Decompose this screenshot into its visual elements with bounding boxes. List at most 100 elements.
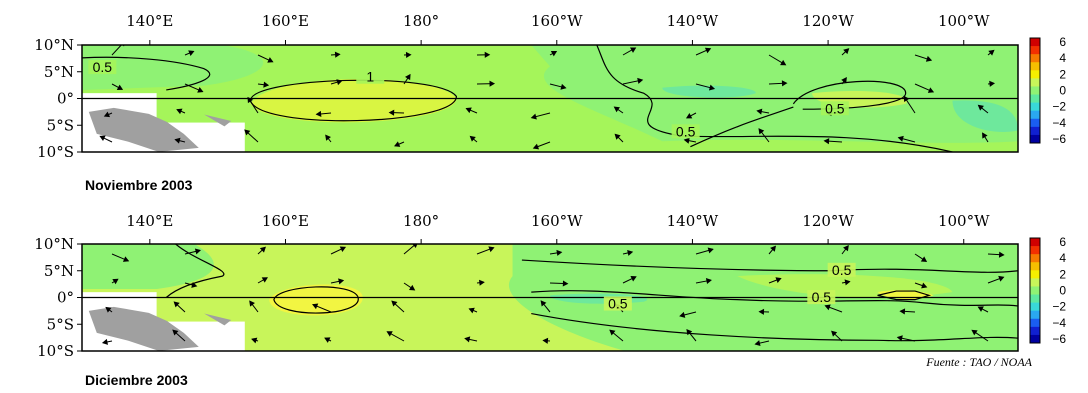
wind-vector-head [105,306,112,313]
wind-vector-head [613,106,620,113]
wind-vector-head [391,300,398,307]
wind-vector-head [977,306,984,312]
wind-vector-head [116,84,124,90]
x-tick-label: 160°E [262,212,309,230]
y-tick-label: 10°N [34,36,74,54]
wind-vector-head [925,55,933,62]
colorbar-segment [1030,238,1040,247]
colorbar-tick-label: 4 [1059,51,1066,65]
colorbar-segment [1030,118,1040,128]
wind-vector-head [112,278,119,285]
wind-vector-head [263,81,270,88]
contour-label-bg [603,296,632,311]
wind-vector-head [488,246,495,253]
wind-vector-head [251,337,258,344]
wind-vector-head [921,282,928,289]
y-tick-label: 5°S [47,315,74,333]
wind-vector-head [629,47,637,53]
wind-vector-head [103,111,111,118]
contour-label: 1 [366,69,374,85]
wind-vectors [99,45,996,150]
new-guinea-landmass [88,107,199,152]
wind-vector-head [386,331,393,337]
y-tick-label: 0° [57,90,74,108]
wind-vector-head [927,87,935,93]
dec-contour-west [166,244,224,298]
colorbar-tick-label: −2 [1052,300,1066,314]
dec-contour-east-loop [878,291,929,300]
new-guinea-landmass [88,306,199,351]
y-tick-label: 5°N [44,262,74,280]
wind-vector-head [530,113,537,120]
contour-label: 0.5 [832,262,852,278]
wind-vector-head [843,245,849,252]
colorbar-segment [1030,270,1040,279]
wind-vector-head [897,135,904,142]
colorbar-segment [1030,86,1040,96]
wind-vector-head [896,335,903,342]
wind-vector-head [249,300,255,307]
wind-vector-head [405,51,412,58]
x-tick-label: 180° [403,212,439,230]
wind-vector-head [267,57,274,63]
colorbar-segment [1030,94,1040,104]
wind-vector-head [637,77,644,84]
contour-label-bg [820,101,849,116]
contour-label: 0.5 [608,296,628,312]
wind-vector-head [336,79,343,86]
anomaly-field [82,244,1018,351]
wind-vector-head [484,51,491,58]
wind-vector-head [841,77,847,84]
colorbar-segment [1030,126,1040,136]
wind-vector-head [247,96,254,104]
colorbar-tick-label: −6 [1052,132,1066,146]
wind-vector-head [920,256,928,263]
wind-vector-head [988,49,995,56]
wind-vector-head [339,246,347,253]
wind-vector-head [197,86,204,93]
wind-vector-head [174,137,181,144]
contour-lines [166,244,1018,341]
contour-label: 0.5 [676,123,696,139]
colorbar-tick-label: 6 [1059,235,1066,249]
y-tick-label: 10°N [34,235,74,253]
nov-teal-edge [952,100,1018,132]
wind-vector-head [685,113,693,119]
colorbar-frame [1029,37,1041,144]
contour-label: 0.5 [812,289,832,305]
contour-label-bg [827,262,856,277]
colorbar: 6 4 2 0 −2 −4 −6 [1029,235,1066,346]
y-tick-label: 5°S [47,116,74,134]
colorbar-segment [1030,318,1040,328]
wind-vector-head [311,303,319,310]
wind-vector-head [758,128,765,135]
wind-vector-head [843,48,850,55]
panel-noviembre: 0.5 1 0.5 0.5 140°E 160°E 180° 160°W 140°W 120°W 1… [34,12,1066,161]
colorbar-segment [1030,254,1040,263]
wind-vectors [101,244,1005,347]
nov-green-east [531,45,1018,143]
colorbar-segment [1030,70,1040,79]
colorbar-segment [1030,262,1040,271]
wind-vector-head [101,338,108,345]
wind-vector-head [173,301,180,308]
x-tick-label: 140°E [126,212,173,230]
contour-label: 0.5 [93,59,113,75]
wind-vector-head [831,330,838,337]
colorbar-segment [1030,278,1040,287]
colorbar-tick-label: −4 [1052,116,1066,130]
contour-label: 0.5 [825,100,845,116]
nov-contour-east-south [690,107,793,147]
colorbar-segment [1030,310,1040,320]
x-tick-label: 180° [403,12,439,30]
colorbar-tick-label: 6 [1059,35,1066,49]
wind-vector-head [977,104,984,111]
wind-vector-head [705,278,712,285]
nov-green-west [82,45,264,90]
wind-vector-head [244,129,251,136]
contour-label-bg [88,60,117,75]
colorbar-segment [1030,294,1040,304]
contour-lines [82,45,952,152]
anomaly-field [82,45,1018,152]
